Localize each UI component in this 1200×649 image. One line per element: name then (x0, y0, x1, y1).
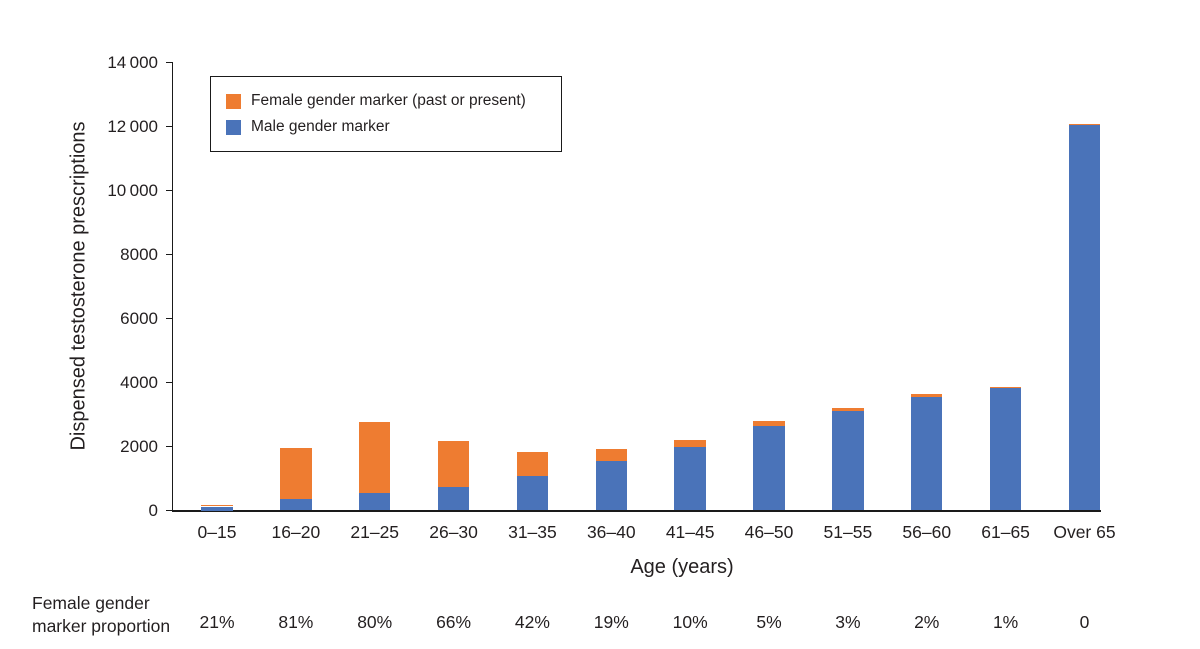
y-tick-label: 14 000 (107, 53, 158, 72)
y-tick-mark (166, 253, 173, 256)
bar-female-segment (516, 451, 549, 477)
bar-female-segment (201, 505, 233, 507)
x-category-label: 41–45 (665, 522, 715, 542)
y-tick-label: 12 000 (107, 117, 158, 136)
x-axis-title: Age (years) (630, 556, 734, 578)
x-category-label: 56–60 (902, 522, 952, 542)
x-category-label: 36–40 (586, 522, 636, 542)
legend-label-female: Female gender marker (past or present) (251, 92, 526, 109)
female-proportion-value: 42% (514, 612, 550, 632)
y-tick-mark (166, 381, 173, 384)
bar-female-segment (674, 439, 706, 447)
bar-male-segment (1068, 125, 1101, 511)
bar-male-segment (595, 460, 628, 511)
bar-male-segment (674, 446, 706, 511)
x-category-label: 61–65 (981, 522, 1030, 542)
y-tick-label: 8000 (120, 245, 158, 264)
x-category-label: Over 65 (1053, 522, 1116, 542)
legend-swatch-female-icon (226, 93, 241, 109)
legend-entry-female: Female gender marker (past or present) (226, 92, 561, 110)
x-category-label: 16–20 (271, 522, 321, 542)
bar-female-segment (1068, 123, 1101, 126)
y-axis-line (171, 62, 173, 512)
legend-entry-male: Male gender marker (226, 118, 561, 136)
bar-male-segment (753, 425, 785, 511)
x-category-label: 46–50 (744, 522, 794, 542)
female-proportion-value: 2% (914, 612, 940, 632)
legend: Female gender marker (past or present) M… (210, 76, 562, 152)
y-tick-label: 6000 (120, 309, 158, 328)
y-tick-mark (166, 509, 173, 512)
bar-female-segment (280, 448, 312, 499)
female-proportion-value: 10% (672, 612, 708, 632)
bar-male-segment (832, 411, 864, 511)
y-tick-mark (166, 189, 173, 192)
female-proportion-row-label: Female gender marker proportion (32, 593, 171, 636)
legend-swatch-male-icon (226, 119, 241, 135)
bar-female-segment (910, 394, 943, 397)
bar-female-segment (832, 408, 864, 412)
bar-female-segment (437, 441, 470, 487)
bar-male-segment (910, 396, 943, 511)
x-category-label: 21–25 (350, 522, 400, 542)
bar-male-segment (516, 476, 549, 511)
y-tick-label: 0 (148, 501, 158, 520)
y-tick-label: 2000 (120, 437, 158, 456)
bar-male-segment (437, 486, 470, 511)
female-proportion-value: 0 (1079, 612, 1090, 632)
y-tick-label: 10 000 (107, 181, 158, 200)
female-proportion-value: 5% (756, 612, 782, 632)
female-proportion-value: 3% (835, 612, 861, 632)
y-tick-label: 4000 (120, 373, 158, 392)
female-proportion-value: 81% (278, 612, 314, 632)
bar-female-segment (989, 386, 1022, 388)
female-proportion-value: 19% (593, 612, 629, 632)
x-category-label: 26–30 (429, 522, 478, 542)
bar-male-segment (201, 506, 233, 511)
bar-male-segment (358, 492, 391, 511)
y-tick-mark (166, 445, 173, 448)
bar-female-segment (753, 421, 785, 426)
x-axis-line (173, 509, 1101, 512)
y-tick-mark (166, 61, 173, 64)
y-tick-mark (166, 317, 173, 320)
legend-label-male: Male gender marker (251, 118, 390, 135)
x-category-label: 51–55 (823, 522, 873, 542)
female-proportion-value: 21% (199, 612, 235, 632)
bar-male-segment (280, 498, 312, 511)
bar-male-segment (989, 387, 1022, 511)
female-proportion-value: 1% (992, 612, 1019, 632)
female-proportion-value: 66% (436, 612, 472, 632)
female-proportion-value: 80% (357, 612, 393, 632)
y-tick-mark (166, 125, 173, 128)
bar-female-segment (358, 421, 391, 493)
bar-female-segment (595, 448, 628, 461)
x-category-label: 0–15 (197, 522, 237, 542)
x-category-label: 31–35 (508, 522, 557, 542)
